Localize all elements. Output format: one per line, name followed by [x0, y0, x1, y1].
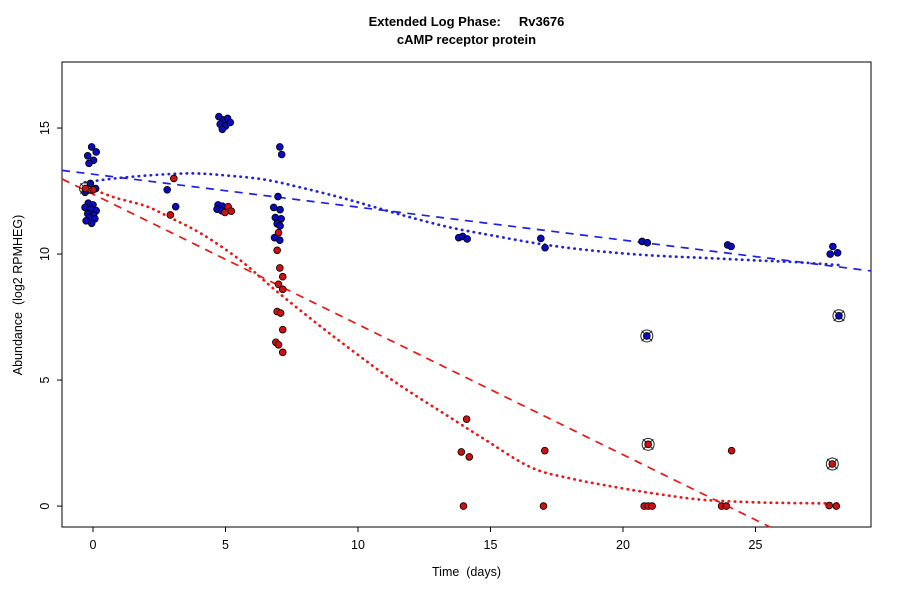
- blue-series-point: [87, 219, 96, 228]
- red-series-point: [221, 208, 229, 217]
- red-flagged-series-point: [828, 460, 837, 468]
- blue-series-point: [643, 238, 652, 247]
- red-series-point: [832, 502, 841, 510]
- blue-series-point: [276, 143, 284, 151]
- blue-series-point: [276, 236, 284, 244]
- blue-series-point: [85, 159, 93, 168]
- y-axis-label: Abundance (log2 RPMHEG): [11, 214, 25, 376]
- blue-series-point: [463, 235, 471, 243]
- x-tick-label: 20: [616, 538, 630, 552]
- red-series-point: [274, 340, 283, 349]
- x-tick-label: 5: [222, 538, 229, 552]
- chart-title-line2: cAMP receptor protein: [396, 32, 537, 47]
- red-series-point: [166, 211, 175, 219]
- blue-dotted-smooth-fit: [83, 172, 842, 267]
- blue-series-point: [83, 151, 92, 160]
- blue-series-point: [276, 222, 284, 230]
- blue-series-point: [218, 125, 227, 134]
- red-series-point: [276, 264, 284, 272]
- red-flagged-series-point: [644, 440, 652, 449]
- blue-series-point: [277, 150, 286, 159]
- red-series-point: [278, 285, 287, 294]
- blue-flagged-series-point: [835, 311, 843, 320]
- red-series-point: [825, 501, 833, 510]
- blue-series-point: [541, 243, 549, 252]
- red-series-point: [648, 502, 656, 510]
- red-series-point: [278, 325, 287, 334]
- red-series-point: [539, 502, 548, 510]
- blue-dashed-linear-fit: [61, 169, 872, 272]
- plot-box: [61, 61, 872, 528]
- red-flagged-series-ring: [79, 182, 93, 196]
- red-series-point: [457, 448, 466, 456]
- y-tick-label: 15: [38, 121, 52, 135]
- blue-series-point: [727, 242, 735, 251]
- x-tick-label: 25: [749, 538, 763, 552]
- blue-series-point: [226, 118, 235, 127]
- red-series-point: [541, 446, 549, 455]
- blue-series-point: [826, 250, 834, 258]
- blue-series-point: [277, 214, 285, 223]
- red-series-point: [459, 502, 468, 510]
- x-axis-label: Time (days): [432, 565, 501, 579]
- red-series-point: [276, 309, 285, 317]
- x-tick-label: 0: [90, 538, 97, 552]
- x-tick-label: 15: [484, 538, 498, 552]
- chart-title-line1: Extended Log Phase: Rv3676: [368, 14, 565, 29]
- blue-flagged-series-ring: [832, 309, 846, 323]
- blue-series-point: [163, 185, 171, 194]
- red-series-point: [278, 272, 287, 281]
- blue-flagged-series-point: [643, 332, 651, 340]
- red-series-point: [170, 174, 178, 183]
- y-tick-label: 0: [38, 503, 52, 510]
- y-tick-label: 10: [38, 247, 52, 261]
- blue-series-point: [92, 148, 100, 156]
- x-tick-label: 10: [351, 538, 365, 552]
- red-flagged-series-ring: [641, 437, 655, 451]
- blue-series-point: [829, 242, 837, 251]
- blue-series-point: [87, 143, 96, 151]
- red-series-point: [722, 502, 731, 510]
- red-series-point: [278, 348, 287, 357]
- red-series-point: [727, 446, 736, 455]
- red-series-point: [227, 207, 236, 216]
- red-series-point: [273, 246, 281, 255]
- red-series-point: [274, 280, 283, 289]
- red-series-point: [274, 228, 283, 237]
- blue-series-point: [833, 248, 842, 257]
- blue-flagged-series-ring: [640, 329, 654, 343]
- blue-series-point: [269, 203, 278, 212]
- red-dashed-linear-fit: [61, 178, 771, 528]
- blue-series-point: [171, 202, 180, 211]
- red-flagged-series-ring: [825, 457, 839, 471]
- blue-series-point: [276, 205, 284, 214]
- blue-series-point: [274, 192, 282, 201]
- red-flagged-series-point: [81, 184, 90, 193]
- red-dotted-smooth-fit: [83, 184, 842, 505]
- y-tick-label: 5: [38, 377, 52, 384]
- blue-series-point: [537, 234, 545, 243]
- chart-title: Extended Log Phase: Rv3676 cAMP receptor…: [62, 13, 871, 49]
- red-series-point: [465, 453, 474, 461]
- red-series-point: [462, 415, 471, 423]
